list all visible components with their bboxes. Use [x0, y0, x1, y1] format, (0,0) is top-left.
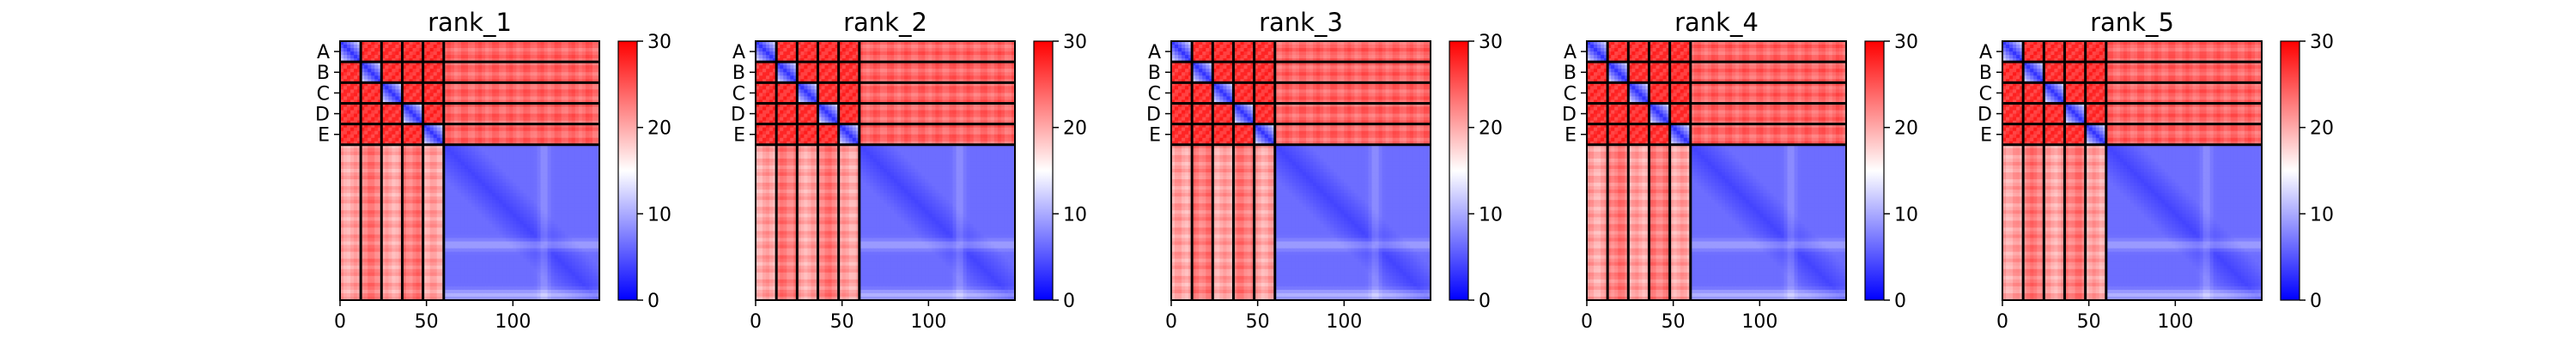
- chain-label: A: [317, 42, 330, 63]
- colorbar: [1865, 41, 1884, 300]
- chain-label: B: [1148, 63, 1161, 84]
- x-tick-label: 100: [1326, 311, 1362, 333]
- x-tick-label: 50: [415, 311, 439, 333]
- chain-label: B: [732, 63, 745, 84]
- colorbar-tick-label: 20: [2310, 118, 2334, 140]
- colorbar-tick-label: 30: [1063, 32, 1087, 53]
- colorbar-tick-label: 10: [1894, 204, 1918, 226]
- chain-label: C: [1148, 83, 1161, 105]
- chain-label: A: [1979, 42, 1992, 63]
- x-tick-label: 0: [334, 311, 346, 333]
- colorbar-tick-label: 30: [647, 32, 671, 53]
- panel-title: rank_1: [428, 8, 512, 37]
- chain-label: C: [317, 83, 330, 105]
- heatmap-cells: [2002, 41, 2263, 301]
- panel-title: rank_4: [1674, 8, 1759, 37]
- heatmap-cells: [340, 41, 600, 301]
- colorbar: [1034, 41, 1053, 300]
- colorbar-tick-label: 20: [1894, 118, 1918, 140]
- colorbar-tick-label: 0: [1894, 291, 1906, 312]
- x-tick-label: 0: [1165, 311, 1177, 333]
- x-tick-label: 0: [1996, 311, 2008, 333]
- x-tick-label: 50: [1246, 311, 1270, 333]
- colorbar: [618, 41, 637, 300]
- chain-label: C: [1564, 83, 1577, 105]
- colorbar-tick-label: 20: [1063, 118, 1087, 140]
- colorbar-tick-label: 30: [2310, 32, 2334, 53]
- x-tick-label: 0: [750, 311, 762, 333]
- colorbar-tick-label: 0: [647, 291, 659, 312]
- x-tick-label: 0: [1581, 311, 1593, 333]
- colorbar-tick-label: 0: [2310, 291, 2322, 312]
- x-tick-label: 50: [2077, 311, 2101, 333]
- x-tick-label: 50: [830, 311, 854, 333]
- chain-label: B: [1979, 63, 1992, 84]
- colorbar-tick-label: 10: [647, 204, 671, 226]
- colorbar: [1449, 41, 1468, 300]
- chain-label: D: [315, 105, 330, 126]
- x-tick-label: 100: [1741, 311, 1777, 333]
- chain-label: E: [1564, 125, 1577, 147]
- panel-title: rank_5: [2090, 8, 2174, 37]
- chain-label: C: [732, 83, 745, 105]
- x-tick-label: 100: [2157, 311, 2193, 333]
- x-tick-label: 100: [910, 311, 946, 333]
- heatmap-cells: [1587, 41, 1847, 301]
- chain-label: A: [1564, 42, 1577, 63]
- chain-label: E: [318, 125, 330, 147]
- colorbar-tick-label: 30: [1894, 32, 1918, 53]
- chain-label: D: [731, 105, 745, 126]
- heatmap-cells: [1171, 41, 1431, 301]
- chain-label: B: [1564, 63, 1577, 84]
- panel-title: rank_3: [1259, 8, 1343, 37]
- chain-label: B: [317, 63, 330, 84]
- x-tick-label: 50: [1662, 311, 1686, 333]
- chain-label: C: [1979, 83, 1992, 105]
- colorbar-tick-label: 10: [2310, 204, 2334, 226]
- colorbar-tick-label: 10: [1063, 204, 1087, 226]
- chain-label: D: [1146, 105, 1161, 126]
- colorbar-tick-label: 20: [647, 118, 671, 140]
- colorbar-tick-label: 0: [1063, 291, 1075, 312]
- chain-label: E: [1149, 125, 1161, 147]
- chain-label: D: [1978, 105, 1992, 126]
- colorbar-tick-label: 20: [1479, 118, 1503, 140]
- chain-label: A: [732, 42, 745, 63]
- panel-title: rank_2: [843, 8, 927, 37]
- colorbar-tick-label: 30: [1479, 32, 1503, 53]
- colorbar: [2281, 41, 2300, 300]
- colorbar-tick-label: 0: [1479, 291, 1491, 312]
- x-tick-label: 100: [495, 311, 531, 333]
- chain-label: A: [1148, 42, 1161, 63]
- chain-label: E: [733, 125, 745, 147]
- chain-label: D: [1562, 105, 1577, 126]
- chain-label: E: [1980, 125, 1992, 147]
- colorbar-tick-label: 10: [1479, 204, 1503, 226]
- heatmap-cells: [756, 41, 1016, 301]
